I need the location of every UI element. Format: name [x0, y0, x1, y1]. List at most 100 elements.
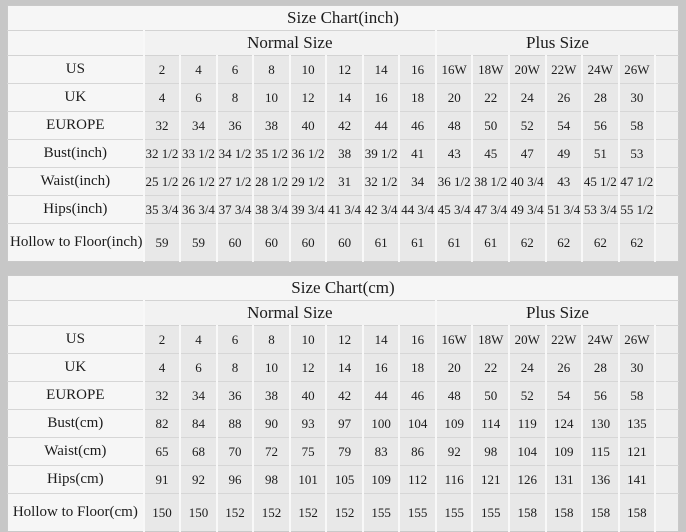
size-chart-inch-table: Size Chart(inch) Normal Size Plus Size U… [7, 5, 679, 262]
size-value-cell: 6 [179, 83, 217, 112]
size-value-cell: 6 [215, 325, 254, 354]
size-value-cell: 96 [215, 465, 254, 494]
size-value-cell: 41 3/4 [325, 195, 363, 224]
table-body: US 2 4 6 8 10 12 14 16 16W 18W 20W 22W 24W 26W UK 4 6 8 10 1… [7, 55, 679, 262]
table-row: Waist(cm) 65 68 70 72 75 79 83 86 92 98 104 109 115 12… [7, 437, 679, 466]
size-chart-cm-table: Size Chart(cm) Normal Size Plus Size US 2… [7, 275, 679, 532]
size-value-cell: 22W [544, 55, 583, 84]
size-value-cell: 92 [179, 465, 217, 494]
size-value-cell: 14 [361, 55, 400, 84]
size-value-cell: 60 [288, 223, 327, 262]
size-value-cell: 115 [581, 437, 619, 466]
size-value-cell: 8 [215, 83, 254, 112]
size-value-cell: 2 [142, 325, 181, 354]
size-value-cell: 150 [142, 493, 181, 532]
table-body: US 2 4 6 8 10 12 14 16 16W 18W 20W 22W 24W 26W UK 4 6 8 10 1… [7, 325, 679, 532]
size-value-cell: 16W [434, 55, 473, 84]
size-value-cell: 79 [325, 437, 363, 466]
size-value-cell: 44 [361, 381, 400, 410]
size-value-cell: 36 1/2 [288, 139, 327, 168]
size-value-cell: 4 [142, 83, 181, 112]
size-value-cell: 55 1/2 [617, 195, 656, 224]
table-title-row: Size Chart(cm) [7, 275, 679, 301]
size-value-cell: 109 [434, 409, 473, 438]
size-value-cell: 6 [179, 353, 217, 382]
table-row: US 2 4 6 8 10 12 14 16 16W 18W 20W 22W 24W 26W [7, 55, 679, 84]
size-value-cell: 60 [252, 223, 290, 262]
size-value-cell: 14 [325, 83, 363, 112]
size-value-cell: 61 [361, 223, 400, 262]
size-value-cell: 38 1/2 [471, 167, 509, 196]
size-value-cell: 39 1/2 [361, 139, 400, 168]
row-label: US [7, 55, 144, 84]
size-value-cell: 45 1/2 [581, 167, 619, 196]
size-value-cell: 90 [252, 409, 290, 438]
size-value-cell: 112 [398, 465, 436, 494]
size-value-cell: 136 [581, 465, 619, 494]
size-value-cell: 24 [507, 353, 546, 382]
row-label: UK [7, 83, 144, 112]
size-value-cell: 8 [252, 55, 290, 84]
size-value-cell: 105 [325, 465, 363, 494]
size-value-cell: 16 [361, 83, 400, 112]
size-value-cell: 152 [252, 493, 290, 532]
size-value-cell: 158 [507, 493, 546, 532]
size-value-cell: 61 [398, 223, 436, 262]
table-row: Hollow to Floor(cm) 150 150 152 152 152 152 155… [7, 493, 679, 532]
table-title: Size Chart(inch) [7, 5, 679, 31]
plus-size-header: Plus Size [434, 30, 679, 56]
size-value-cell: 34 [398, 167, 436, 196]
size-value-cell: 131 [544, 465, 583, 494]
empty-cell [654, 409, 679, 438]
size-value-cell: 31 [325, 167, 363, 196]
size-value-cell: 104 [507, 437, 546, 466]
size-value-cell: 52 [507, 381, 546, 410]
size-value-cell: 28 1/2 [252, 167, 290, 196]
empty-cell [654, 325, 679, 354]
size-value-cell: 46 [398, 111, 436, 140]
size-value-cell: 48 [434, 111, 473, 140]
size-value-cell: 10 [288, 55, 327, 84]
size-value-cell: 155 [361, 493, 400, 532]
size-value-cell: 97 [325, 409, 363, 438]
size-value-cell: 82 [142, 409, 181, 438]
size-value-cell: 20 [434, 83, 473, 112]
size-value-cell: 54 [544, 381, 583, 410]
size-value-cell: 104 [398, 409, 436, 438]
size-value-cell: 100 [361, 409, 400, 438]
normal-size-header: Normal Size [142, 300, 436, 326]
size-value-cell: 60 [325, 223, 363, 262]
row-label: UK [7, 353, 144, 382]
size-value-cell: 32 [142, 381, 181, 410]
table-row: Hips(cm) 91 92 96 98 101 105 109 112 116 121 126 131… [7, 465, 679, 494]
size-value-cell: 158 [581, 493, 619, 532]
size-value-cell: 40 [288, 111, 327, 140]
size-value-cell: 16 [398, 325, 436, 354]
column-group-row: Normal Size Plus Size [7, 300, 679, 326]
row-label: Bust(inch) [7, 139, 144, 168]
table-row: UK 4 6 8 10 12 14 16 18 20 22 24 26 28 30 [7, 83, 679, 112]
size-value-cell: 86 [398, 437, 436, 466]
size-value-cell: 29 1/2 [288, 167, 327, 196]
size-value-cell: 34 [179, 111, 217, 140]
row-label: EUROPE [7, 111, 144, 140]
size-value-cell: 35 1/2 [252, 139, 290, 168]
table-row: EUROPE 32 34 36 38 40 42 44 46 48 50 52 54 56 58 [7, 381, 679, 410]
size-value-cell: 42 3/4 [361, 195, 400, 224]
size-value-cell: 152 [325, 493, 363, 532]
size-value-cell: 130 [581, 409, 619, 438]
size-value-cell: 84 [179, 409, 217, 438]
size-value-cell: 47 1/2 [617, 167, 656, 196]
table-row: Waist(inch) 25 1/2 26 1/2 27 1/2 28 1/2 29 1/… [7, 167, 679, 196]
size-value-cell: 18W [471, 55, 509, 84]
row-label: EUROPE [7, 381, 144, 410]
size-value-cell: 92 [434, 437, 473, 466]
size-value-cell: 26 1/2 [179, 167, 217, 196]
size-value-cell: 37 3/4 [215, 195, 254, 224]
size-value-cell: 53 3/4 [581, 195, 619, 224]
table-row: Bust(cm) 82 84 88 90 93 97 100 104 109 114 119 124 13… [7, 409, 679, 438]
size-value-cell: 22W [544, 325, 583, 354]
size-value-cell: 48 [434, 381, 473, 410]
size-value-cell: 68 [179, 437, 217, 466]
size-value-cell: 49 3/4 [507, 195, 546, 224]
